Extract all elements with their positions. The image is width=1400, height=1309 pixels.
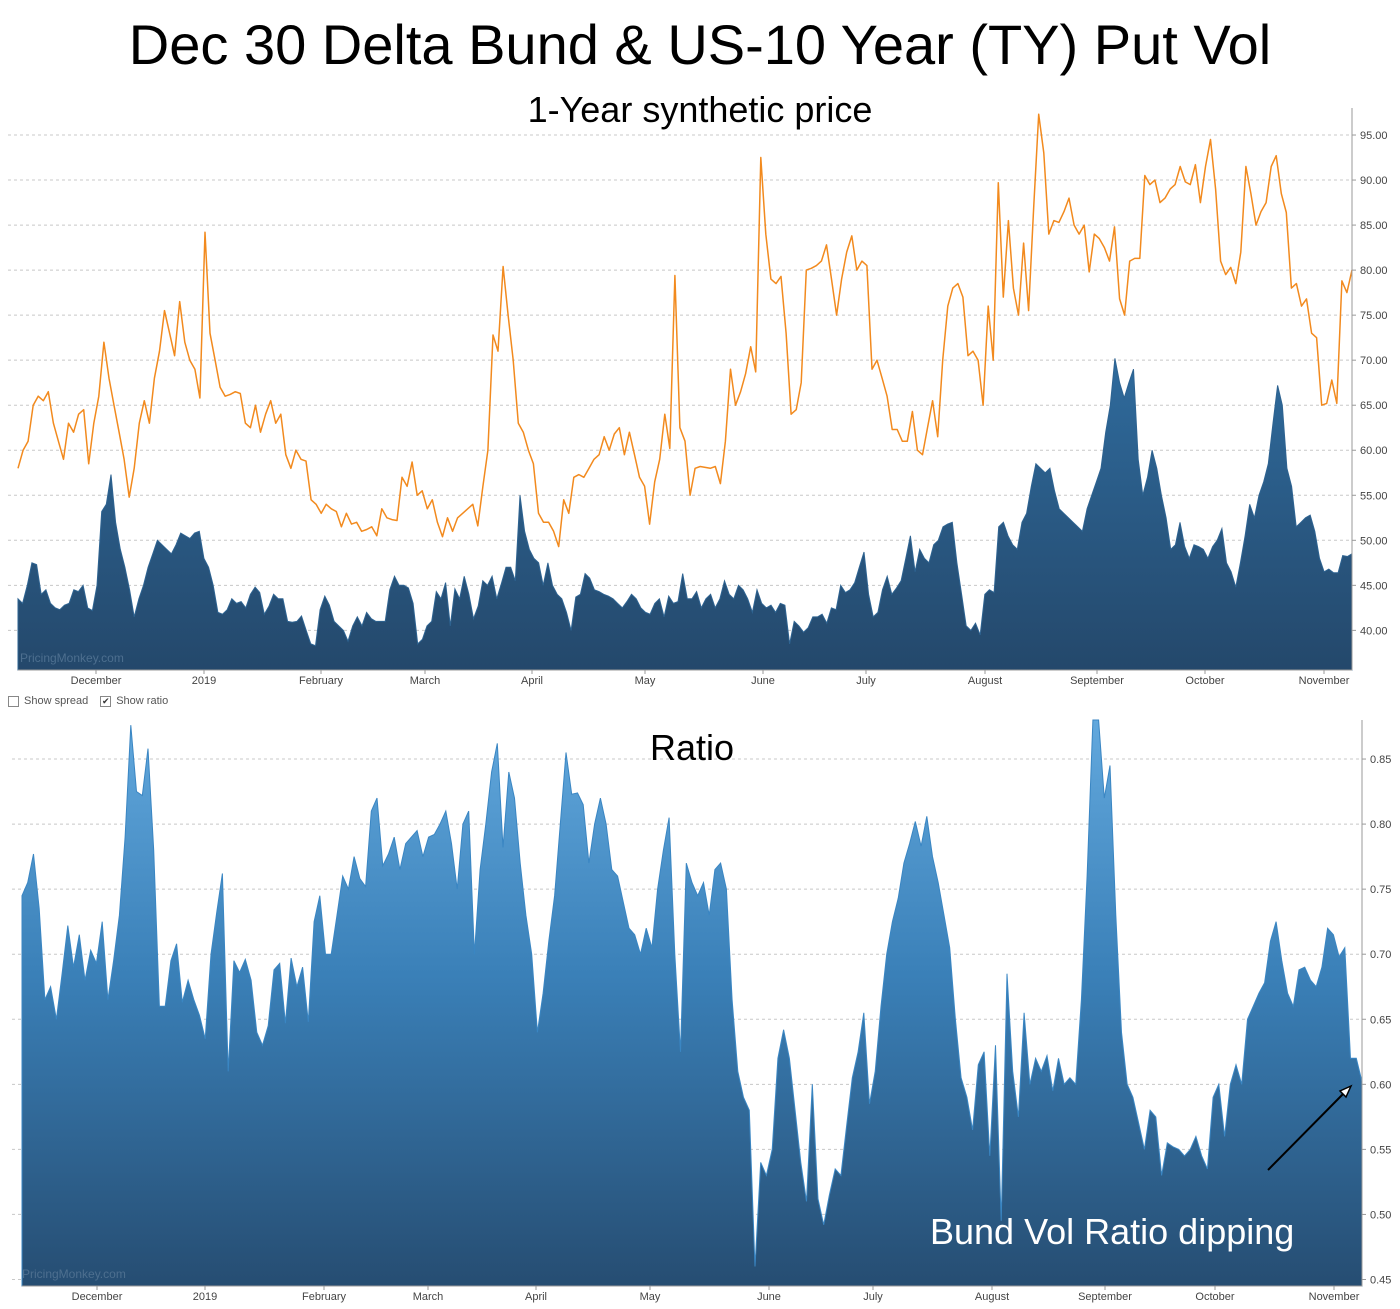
top-chart-title: 1-Year synthetic price <box>527 89 873 130</box>
y-tick-label: 0.55 <box>1370 1144 1391 1156</box>
x-tick-label: July <box>856 675 876 687</box>
x-tick-label: June <box>757 1291 781 1303</box>
y-tick-label: 70.00 <box>1360 355 1388 367</box>
y-tick-label: 0.50 <box>1370 1209 1391 1221</box>
x-tick-label: August <box>975 1291 1009 1303</box>
bottom-chart-title: Ratio <box>650 727 735 768</box>
y-tick-label: 0.45 <box>1370 1274 1391 1286</box>
x-tick-label: March <box>413 1291 444 1303</box>
show-spread-toggle[interactable]: Show spread <box>8 695 88 707</box>
x-tick-label: May <box>635 675 656 687</box>
top-y-ticks: 40.00 45.00 50.00 55.00 60.00 65.00 70.00 75.00… <box>1352 130 1388 637</box>
y-tick-label: 0.75 <box>1370 884 1391 896</box>
top-watermark: PricingMonkey.com <box>20 651 124 665</box>
y-tick-label: 0.80 <box>1370 819 1391 831</box>
main-title: Dec 30 Delta Bund & US-10 Year (TY) Put … <box>128 13 1272 76</box>
line-series-0 <box>17 113 1353 548</box>
y-tick-label: 80.00 <box>1360 265 1388 277</box>
x-tick-label: December <box>72 1291 123 1303</box>
x-tick-label: November <box>1299 675 1350 687</box>
bottom-x-ticks: December 2019 February March April May June Jul… <box>72 1286 1360 1303</box>
x-tick-label: October <box>1185 675 1224 687</box>
top-grid <box>8 134 1352 631</box>
y-tick-label: 75.00 <box>1360 310 1388 322</box>
show-ratio-label: Show ratio <box>116 695 169 707</box>
x-tick-label: February <box>299 675 344 687</box>
bottom-y-ticks: 0.45 0.50 0.55 0.60 0.65 0.70 0.75 0.80 0.85 <box>1362 754 1391 1286</box>
bottom-chart: 0.45 0.50 0.55 0.60 0.65 0.70 0.75 0.80 0.85 Dec… <box>12 719 1391 1303</box>
x-tick-label: March <box>410 675 441 687</box>
top-chart: 40.00 45.00 50.00 55.00 60.00 65.00 70.00 75.00… <box>8 108 1388 687</box>
bottom-axis <box>22 720 1363 1287</box>
x-tick-label: April <box>525 1291 547 1303</box>
y-tick-label: 40.00 <box>1360 625 1388 637</box>
x-tick-label: September <box>1078 1291 1132 1303</box>
y-tick-label: 85.00 <box>1360 220 1388 232</box>
x-tick-label: June <box>751 675 775 687</box>
y-tick-label: 0.85 <box>1370 754 1391 766</box>
top-area-series <box>17 358 1353 671</box>
x-tick-label: October <box>1195 1291 1234 1303</box>
x-tick-label: May <box>640 1291 661 1303</box>
top-axis <box>18 108 1353 671</box>
y-tick-label: 0.65 <box>1370 1014 1391 1026</box>
show-ratio-checkbox[interactable]: ✔ <box>100 695 112 707</box>
x-tick-label: February <box>302 1291 347 1303</box>
y-tick-label: 95.00 <box>1360 130 1388 142</box>
x-tick-label: 2019 <box>192 675 216 687</box>
y-tick-label: 0.60 <box>1370 1079 1391 1091</box>
show-spread-checkbox[interactable] <box>8 695 19 707</box>
y-tick-label: 65.00 <box>1360 400 1388 412</box>
y-tick-label: 90.00 <box>1360 175 1388 187</box>
bottom-area-series <box>21 719 1363 1287</box>
x-tick-label: December <box>71 675 122 687</box>
x-tick-label: July <box>863 1291 883 1303</box>
area-series-1 <box>17 358 1353 671</box>
x-tick-label: November <box>1309 1291 1360 1303</box>
show-ratio-toggle[interactable]: ✔ Show ratio <box>100 695 168 707</box>
x-tick-label: August <box>968 675 1002 687</box>
area-series-0 <box>21 719 1363 1287</box>
show-spread-label: Show spread <box>24 695 89 707</box>
annotation-text: Bund Vol Ratio dipping <box>930 1211 1295 1252</box>
x-tick-label: September <box>1070 675 1124 687</box>
y-tick-label: 0.70 <box>1370 949 1391 961</box>
x-tick-label: 2019 <box>193 1291 217 1303</box>
y-tick-label: 50.00 <box>1360 535 1388 547</box>
y-tick-label: 55.00 <box>1360 490 1388 502</box>
top-line-series <box>17 113 1353 548</box>
bottom-watermark: PricingMonkey.com <box>22 1267 126 1281</box>
y-tick-label: 45.00 <box>1360 580 1388 592</box>
y-tick-label: 60.00 <box>1360 445 1388 457</box>
top-x-ticks: December 2019 February March April May June Jul… <box>71 670 1350 687</box>
x-tick-label: April <box>521 675 543 687</box>
chart-controls: Show spread ✔ Show ratio <box>8 695 168 707</box>
